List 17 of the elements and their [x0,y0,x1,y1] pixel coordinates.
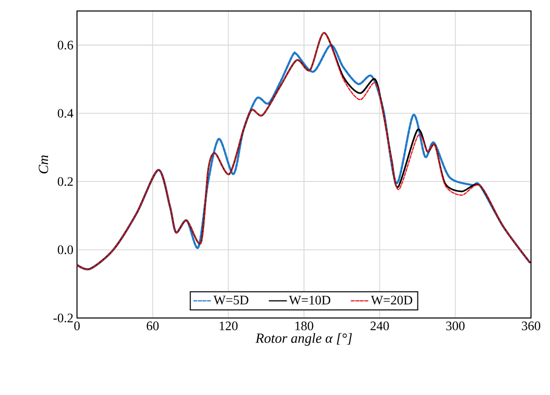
y-tick-label: -0.2 [53,314,73,322]
y-tick-label: 0.0 [58,245,73,254]
x-tick-label: 120 [220,322,238,330]
x-tick-label: 360 [522,322,540,330]
x-tick-label: 180 [295,322,314,330]
y-axis-title: Cm [38,155,48,174]
y-tick-label: 0.2 [58,177,73,186]
y-tick-label: 0.4 [58,108,74,118]
x-tick-label: 0 [74,322,80,330]
y-tick-label: 0.6 [58,40,74,50]
x-axis-title: Rotor angle α [°] [255,333,352,346]
x-tick-label: 60 [146,322,159,330]
legend-label: W=5D [213,296,248,304]
legend-label: W=20D [370,296,412,305]
x-tick-label: 300 [446,322,465,330]
legend-label: W=10D [288,296,330,305]
x-tick-label: 240 [370,322,389,330]
